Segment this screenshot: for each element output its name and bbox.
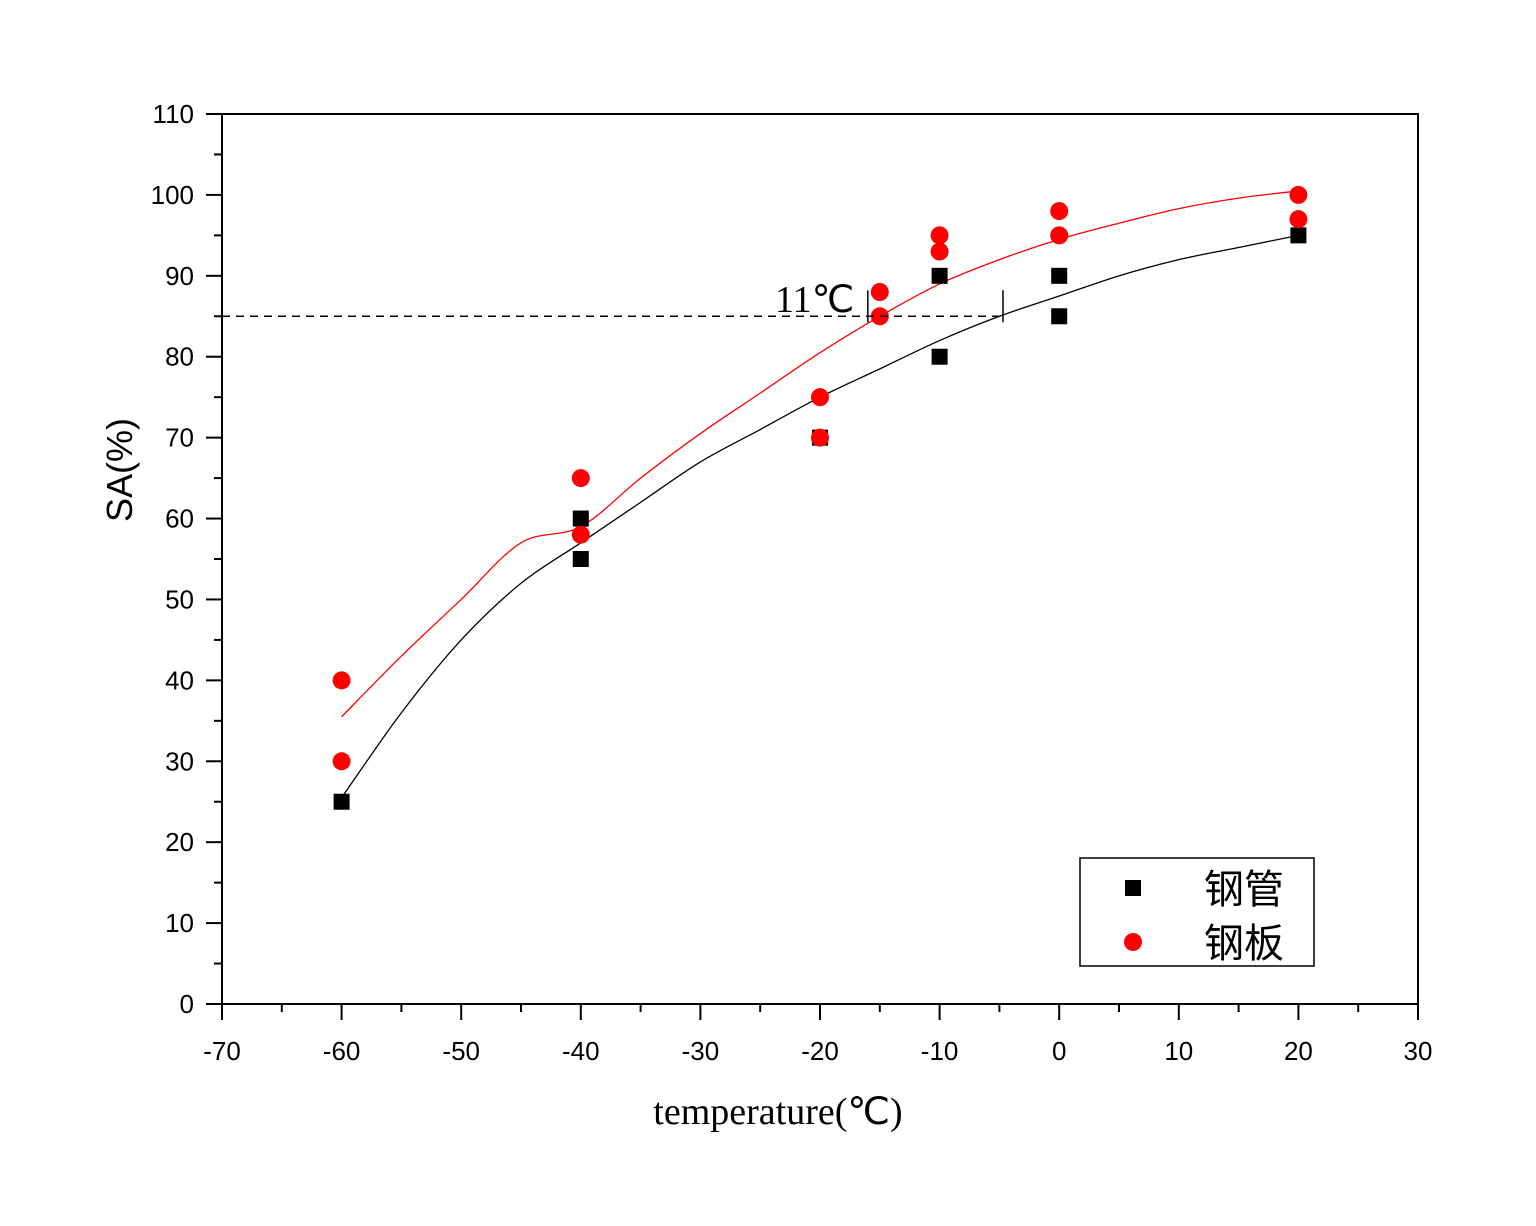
data-point-square xyxy=(572,510,589,527)
legend: 钢管 钢板 xyxy=(1079,857,1315,967)
data-point-square xyxy=(1051,308,1068,325)
fit-curve-series-0 xyxy=(341,234,1299,799)
y-tick-label: 40 xyxy=(165,665,194,695)
data-point-square xyxy=(1290,227,1307,244)
x-tick-label: -50 xyxy=(442,1036,480,1066)
data-point-circle xyxy=(870,283,889,301)
data-point-circle xyxy=(1050,202,1069,221)
x-tick-label: 30 xyxy=(1404,1036,1433,1066)
y-tick-label: 50 xyxy=(165,584,194,614)
y-tick-label: 0 xyxy=(180,989,194,1019)
data-point-circle xyxy=(571,469,590,488)
annotation-group: 11℃ xyxy=(222,279,1004,323)
y-tick-label: 110 xyxy=(153,99,194,129)
legend-marker-circle xyxy=(1124,933,1142,951)
y-tick-label: 20 xyxy=(165,827,194,857)
x-axis-title: temperature(℃) xyxy=(653,1091,902,1133)
x-tick-label: -30 xyxy=(682,1036,720,1066)
y-axis-title: SA(%) xyxy=(99,418,140,522)
y-tick-label: 90 xyxy=(165,261,194,291)
data-point-circle xyxy=(1050,226,1069,245)
data-point-circle xyxy=(930,242,949,261)
legend-marker-square xyxy=(1125,880,1141,896)
y-tick-label: 70 xyxy=(165,423,194,453)
data-point-circle xyxy=(332,752,351,771)
data-point-square xyxy=(931,267,948,284)
data-point-circle xyxy=(811,388,829,407)
data-point-circle xyxy=(571,525,590,544)
data-point-circle xyxy=(332,671,351,690)
x-tick-label: -40 xyxy=(562,1036,600,1066)
x-tick-label: 10 xyxy=(1164,1036,1193,1066)
y-tick-label: 30 xyxy=(165,746,194,776)
data-point-square xyxy=(1051,267,1068,284)
x-tick-label: -10 xyxy=(921,1036,959,1066)
x-tick-label: 0 xyxy=(1052,1036,1066,1066)
y-tick-label: 80 xyxy=(165,342,194,372)
data-point-square xyxy=(572,551,589,567)
data-point-circle xyxy=(870,307,889,326)
annotation-label: 11℃ xyxy=(775,279,854,321)
data-point-circle xyxy=(1289,210,1308,229)
x-tick-label: -20 xyxy=(801,1036,839,1066)
data-point-circle xyxy=(811,428,829,447)
legend-label-steel-pipe: 钢管 xyxy=(1204,867,1284,913)
data-point-circle xyxy=(930,226,949,245)
data-point-square xyxy=(931,348,948,365)
data-point-circle xyxy=(1289,185,1308,204)
x-tick-label: 20 xyxy=(1284,1036,1313,1066)
x-tick-label: -70 xyxy=(203,1036,241,1066)
x-tick-label: -60 xyxy=(323,1036,361,1066)
fit-curve-series-1 xyxy=(341,190,1299,718)
y-tick-label: 60 xyxy=(165,504,194,534)
data-point-square xyxy=(333,793,350,810)
plot-area xyxy=(332,185,1308,810)
y-tick-label: 100 xyxy=(151,180,194,210)
y-tick-label: 10 xyxy=(165,908,194,938)
legend-label-steel-plate: 钢板 xyxy=(1204,921,1284,967)
legend-box xyxy=(1079,857,1315,967)
